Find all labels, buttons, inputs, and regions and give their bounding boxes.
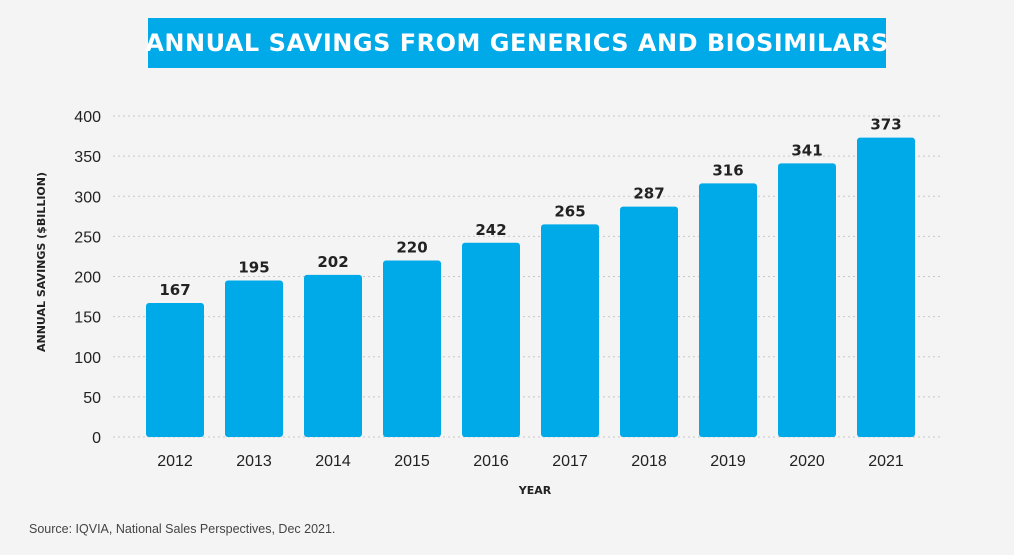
bar-2015 (383, 260, 441, 437)
chart-title: ANNUAL SAVINGS FROM GENERICS AND BIOSIMI… (145, 29, 889, 57)
y-tick-label: 200 (74, 270, 101, 287)
x-axis-ticks: 2012 2013 2014 2015 2016 2017 2018 2019 2020 2021 (157, 453, 904, 470)
source-note: Source: IQVIA, National Sales Perspectiv… (29, 522, 336, 536)
bar-2017 (541, 224, 599, 437)
data-label: 341 (791, 141, 822, 159)
y-axis-ticks: 0 50 100 150 200 250 300 350 400 (74, 109, 101, 447)
data-labels: 167 195 202 220 242 265 287 316 341 373 (159, 116, 901, 299)
y-tick-label: 100 (74, 350, 101, 367)
x-tick-label: 2021 (868, 453, 904, 470)
bar-2019 (699, 183, 757, 437)
data-label: 167 (159, 281, 190, 299)
bar-2014 (304, 274, 362, 437)
chart-title-banner: ANNUAL SAVINGS FROM GENERICS AND BIOSIMI… (145, 18, 889, 68)
bar-2020 (778, 163, 836, 437)
x-tick-label: 2013 (236, 453, 272, 470)
data-label: 242 (475, 221, 506, 239)
bar-2016 (462, 242, 520, 437)
bar-2018 (620, 206, 678, 437)
bar-2021 (857, 137, 915, 438)
x-tick-label: 2016 (473, 453, 509, 470)
x-tick-label: 2018 (631, 453, 667, 470)
data-label: 287 (633, 185, 664, 203)
x-tick-label: 2014 (315, 453, 351, 470)
x-tick-label: 2012 (157, 453, 193, 470)
data-label: 373 (870, 116, 901, 134)
data-label: 316 (712, 161, 743, 179)
bar-2013 (225, 280, 283, 437)
y-tick-label: 150 (74, 310, 101, 327)
y-tick-label: 400 (74, 109, 101, 126)
y-tick-label: 350 (74, 149, 101, 166)
data-label: 265 (554, 202, 585, 220)
data-label: 202 (317, 253, 348, 271)
data-label: 195 (238, 259, 269, 277)
x-tick-label: 2019 (710, 453, 746, 470)
data-label: 220 (396, 238, 427, 256)
x-tick-label: 2020 (789, 453, 825, 470)
y-tick-label: 300 (74, 189, 101, 206)
bar-2012 (146, 302, 204, 437)
y-tick-label: 0 (92, 430, 101, 447)
y-tick-label: 50 (83, 390, 101, 407)
y-tick-label: 250 (74, 229, 101, 246)
bars (146, 137, 915, 438)
x-tick-label: 2017 (552, 453, 588, 470)
x-axis-title: YEAR (518, 484, 552, 497)
y-axis-title: ANNUAL SAVINGS ($BILLION) (35, 172, 48, 352)
x-tick-label: 2015 (394, 453, 430, 470)
